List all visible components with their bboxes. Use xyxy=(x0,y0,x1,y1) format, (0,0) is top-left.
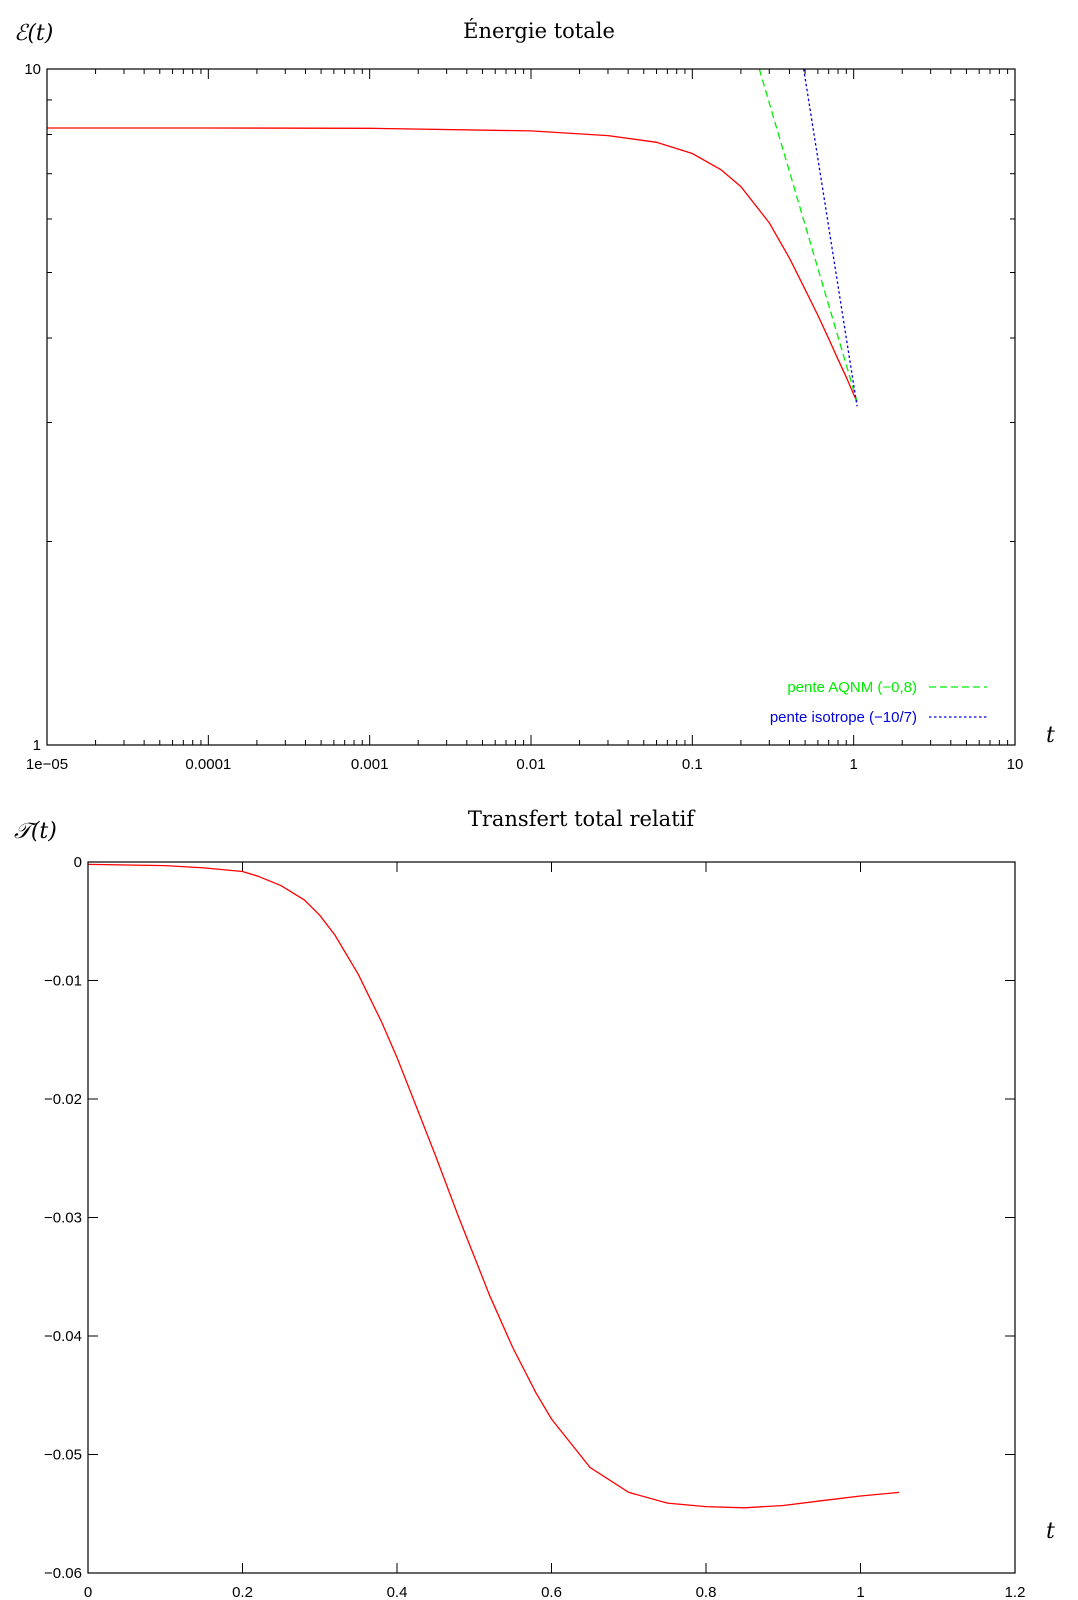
transfer-ticks: 0 0.2 0.4 0.6 0.8 1 1.2 0 −0.01 −0.02 −0.03 −0.04 −0… xyxy=(44,854,1025,1600)
energy-x-tick-label: 1e−05 xyxy=(26,756,68,773)
transfer-y-tick-label: −0.03 xyxy=(44,1210,82,1227)
energy-x-tick-label: 0.001 xyxy=(351,756,389,773)
energy-x-tick-label: 0.01 xyxy=(516,756,545,773)
energy-chart: ℰ(t) Énergie totale t 1e−05 0.0001 0.001 0.… xyxy=(14,19,1055,773)
transfer-x-tick-label: 0 xyxy=(84,1584,92,1600)
transfer-x-tick-label: 0.4 xyxy=(387,1584,408,1600)
transfer-y-tick-label: 0 xyxy=(74,854,82,871)
energy-title: Énergie totale xyxy=(463,19,615,43)
energy-series-2 xyxy=(803,69,858,407)
transfer-plot-frame xyxy=(87,861,1016,1574)
transfer-x-tick-label: 0.8 xyxy=(696,1584,717,1600)
energy-x-tick-label: 1 xyxy=(849,756,857,773)
transfer-plot-area xyxy=(88,863,900,1509)
energy-x-tick-label: 0.1 xyxy=(682,756,703,773)
transfer-title: Transfert total relatif xyxy=(468,807,697,831)
transfer-ylabel: 𝒯(t) xyxy=(14,819,57,844)
transfer-x-tick-label: 1.2 xyxy=(1005,1584,1026,1600)
energy-series-0 xyxy=(47,127,858,402)
transfer-x-tick-label: 0.2 xyxy=(232,1584,253,1600)
energy-y-tick-label: 10 xyxy=(24,61,41,78)
transfer-y-tick-label: −0.04 xyxy=(44,1328,82,1345)
energy-xlabel: t xyxy=(1046,723,1055,748)
energy-ylabel: ℰ(t) xyxy=(14,21,53,46)
transfer-y-tick-label: −0.01 xyxy=(44,973,82,990)
transfer-y-tick-label: −0.05 xyxy=(44,1447,82,1464)
transfer-series-0 xyxy=(88,863,900,1509)
energy-x-tick-label: 0.0001 xyxy=(185,756,231,773)
transfer-y-tick-label: −0.06 xyxy=(44,1565,82,1582)
transfer-x-tick-label: 1 xyxy=(856,1584,864,1600)
energy-ticks: 1e−05 0.0001 0.001 0.01 0.1 1 10 1 10 xyxy=(24,61,1023,773)
energy-legend: pente AQNM (−0,8) pente isotrope (−10/7) xyxy=(770,679,987,726)
energy-plot-frame xyxy=(46,68,1016,746)
energy-series-1 xyxy=(758,69,858,402)
legend-label: pente AQNM (−0,8) xyxy=(787,679,917,696)
energy-plot-area xyxy=(47,69,858,407)
transfer-y-tick-label: −0.02 xyxy=(44,1091,82,1108)
transfer-chart: 𝒯(t) Transfert total relatif t 0 0.2 0.4 0.… xyxy=(14,807,1055,1600)
energy-x-tick-label: 10 xyxy=(1007,756,1024,773)
legend-label: pente isotrope (−10/7) xyxy=(770,709,917,726)
transfer-x-tick-label: 0.6 xyxy=(541,1584,562,1600)
energy-y-tick-label: 1 xyxy=(33,737,41,754)
transfer-xlabel: t xyxy=(1046,1519,1055,1544)
